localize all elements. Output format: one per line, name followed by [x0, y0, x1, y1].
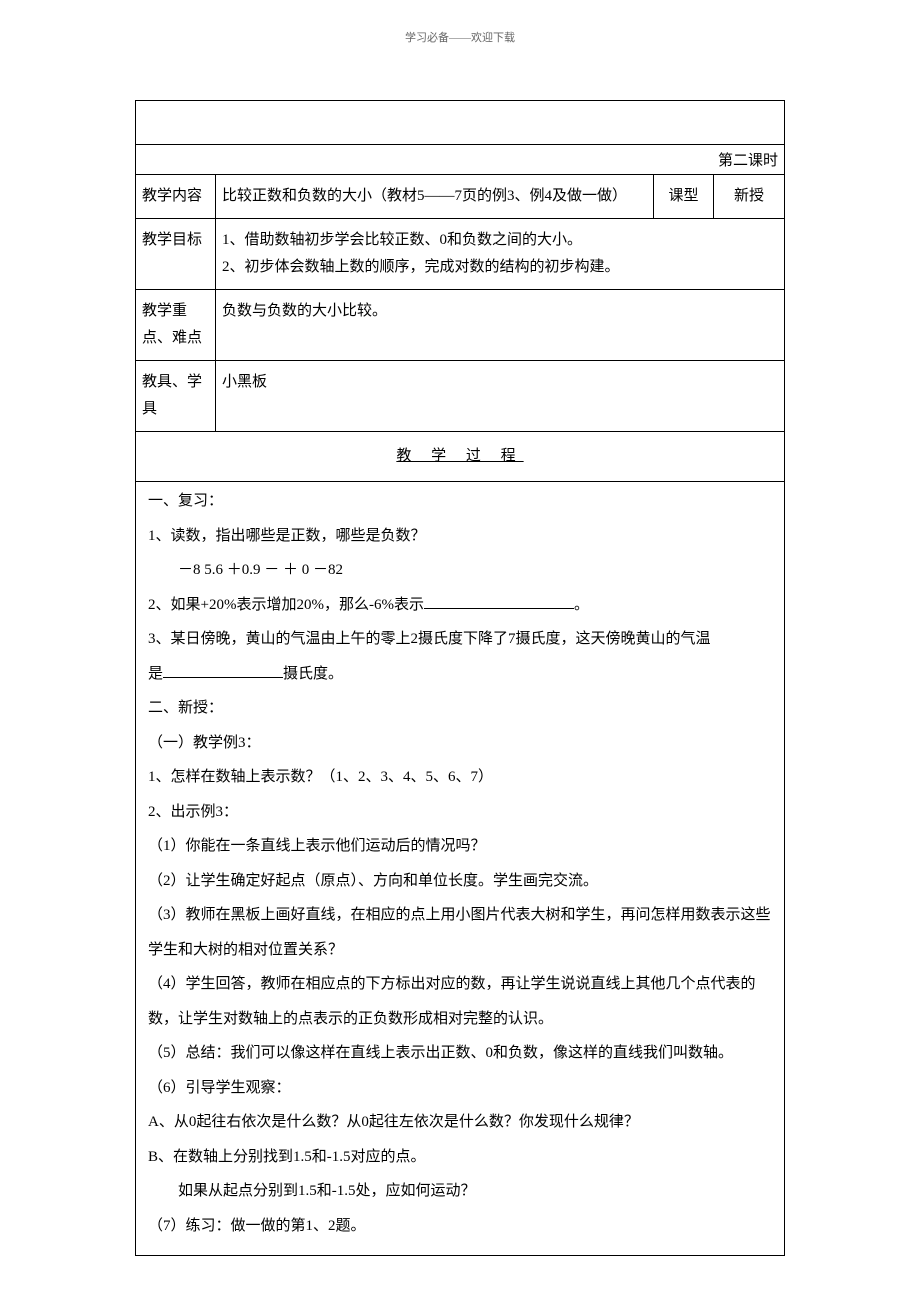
review-q2: 2、如果+20%表示增加20%，那么-6%表示 。 [148, 588, 772, 623]
goal-2: 2、初步体会数轴上数的顺序，完成对数的结构的初步构建。 [222, 254, 778, 281]
ex3-sub4: （4）学生回答，教师在相应点的下方标出对应的数，再让学生说说直线上其他几个点代表… [148, 967, 772, 1036]
keypoints-content: 负数与负数的大小比较。 [216, 290, 784, 360]
lesson-plan-table: 第二课时 教学内容 比较正数和负数的大小（教材5——7页的例3、例4及做一做） … [135, 100, 785, 1256]
keypoints-row: 教学重点、难点 负数与负数的大小比较。 [136, 290, 784, 361]
ex3-sub5: （5）总结：我们可以像这样在直线上表示出正数、0和负数，像这样的直线我们叫数轴。 [148, 1036, 772, 1071]
goals-label: 教学目标 [136, 219, 216, 289]
content-text: 比较正数和负数的大小（教材5——7页的例3、例4及做一做） [216, 175, 654, 218]
q2-pre: 2、如果+20%表示增加20%，那么-6%表示 [148, 597, 424, 613]
content-label: 教学内容 [136, 175, 216, 218]
ex3-sub3: （3）教师在黑板上画好直线，在相应的点上用小图片代表大树和学生，再问怎样用数表示… [148, 898, 772, 967]
goal-1: 1、借助数轴初步学会比较正数、0和负数之间的大小。 [222, 227, 778, 254]
review-q1: 1、读数，指出哪些是正数，哪些是负数？ [148, 519, 772, 554]
q3-blank [163, 663, 283, 678]
lesson-number: 第二课时 [718, 153, 778, 169]
ex3-sub6b2: 如果从起点分别到1.5和-1.5处，应如何运动？ [148, 1174, 772, 1209]
type-label: 课型 [654, 175, 714, 218]
lesson-number-row: 第二课时 [136, 145, 784, 175]
ex3-sub7: （7）练习：做一做的第1、2题。 [148, 1209, 772, 1244]
keypoints-label: 教学重点、难点 [136, 290, 216, 360]
ex3-title: （一）教学例3： [148, 726, 772, 761]
ex3-sub2: （2）让学生确定好起点（原点）、方向和单位长度。学生画完交流。 [148, 864, 772, 899]
q2-blank [424, 594, 574, 609]
goals-row: 教学目标 1、借助数轴初步学会比较正数、0和负数之间的大小。 2、初步体会数轴上… [136, 219, 784, 290]
review-q3-line1: 3、某日傍晚，黄山的气温由上午的零上2摄氏度下降了7摄氏度，这天傍晚黄山的气温 [148, 622, 772, 657]
review-q3-line2: 是 摄氏度。 [148, 657, 772, 692]
type-value: 新授 [714, 175, 784, 218]
tools-label: 教具、学具 [136, 361, 216, 431]
q3-post: 摄氏度。 [283, 666, 343, 682]
empty-header-row [136, 101, 784, 145]
ex3-item1: 1、怎样在数轴上表示数？（1、2、3、4、5、6、7） [148, 760, 772, 795]
process-header: 教 学 过 程 [136, 432, 784, 482]
ex3-sub6a: A、从0起往右依次是什么数？从0起往左依次是什么数？你发现什么规律？ [148, 1105, 772, 1140]
q3-mid: 是 [148, 666, 163, 682]
ex3-sub6: （6）引导学生观察： [148, 1071, 772, 1106]
tools-content: 小黑板 [216, 361, 784, 431]
lesson-body: 一、复习： 1、读数，指出哪些是正数，哪些是负数？ －8 5.6 ＋0.9 － … [136, 482, 784, 1255]
new-lesson-heading: 二、新授： [148, 691, 772, 726]
page-header: 学习必备——欢迎下载 [0, 29, 920, 45]
review-q1-numbers: －8 5.6 ＋0.9 － ＋ 0 －82 [148, 553, 772, 588]
goals-content: 1、借助数轴初步学会比较正数、0和负数之间的大小。 2、初步体会数轴上数的顺序，… [216, 219, 784, 289]
content-row: 教学内容 比较正数和负数的大小（教材5——7页的例3、例4及做一做） 课型 新授 [136, 175, 784, 219]
q2-post: 。 [574, 597, 589, 613]
ex3-sub1: （1）你能在一条直线上表示他们运动后的情况吗？ [148, 829, 772, 864]
review-heading: 一、复习： [148, 484, 772, 519]
ex3-sub6b: B、在数轴上分别找到1.5和-1.5对应的点。 [148, 1140, 772, 1175]
ex3-item2: 2、出示例3： [148, 795, 772, 830]
tools-row: 教具、学具 小黑板 [136, 361, 784, 432]
